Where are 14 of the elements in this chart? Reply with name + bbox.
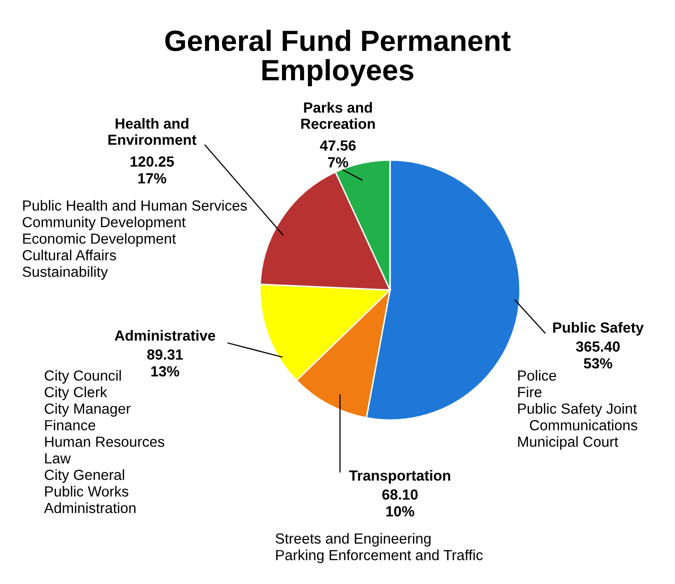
data-label: 68.10 10% [382,489,418,516]
slice-label: Public Safety [553,322,644,336]
data-label: 120.25 17% [130,156,174,184]
data-label: 89.31 13% [147,349,183,376]
text: Streets and Engineering Parking Enforcement and Traffic [276,533,483,564]
slice-label: Parks and Recreation [301,102,375,129]
slice-label: Administrative [114,330,216,341]
text: Police Fire Public Safety Joint Communications Municipal Court [518,370,638,450]
data-label: 365.40 53% [576,341,620,368]
slice-label: Transportation [349,470,450,484]
text: Public Health and Human Services Community Development Economic Development Cultural Affairs Sustainability [22,200,247,280]
data-label: 47.56 7% [320,140,356,168]
slice-label: Health and Environment [108,118,196,145]
chart-title: General Fund Permanent Employees [165,30,511,86]
